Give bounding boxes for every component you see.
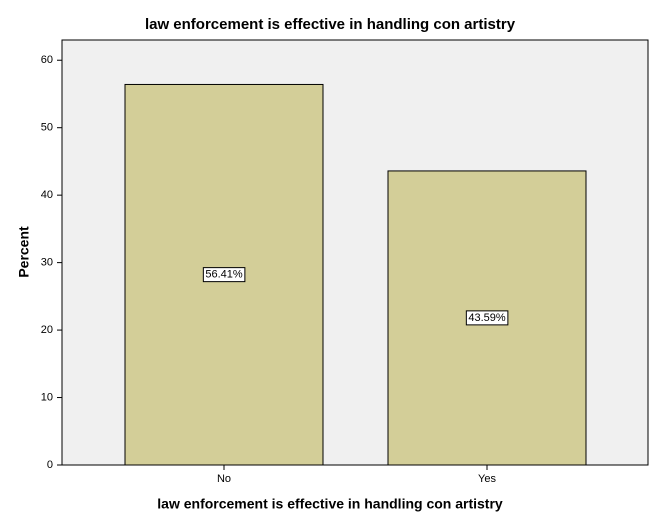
chart-title: law enforcement is effective in handling… (145, 16, 516, 33)
y-tick-label: 50 (41, 122, 53, 134)
y-tick-label: 30 (41, 257, 53, 269)
value-label-box (465, 310, 509, 326)
y-tick-label: 60 (41, 54, 53, 66)
y-axis-label: Percent (16, 226, 32, 278)
x-tick-label: Yes (478, 473, 496, 485)
y-tick-label: 0 (47, 459, 53, 471)
y-tick-label: 40 (41, 189, 53, 201)
bar (387, 170, 587, 466)
value-label: 56.41% (205, 269, 243, 281)
y-tick-label: 20 (41, 324, 53, 336)
value-label: 43.59% (468, 312, 506, 324)
x-tick-label: No (217, 473, 231, 485)
value-label-box (202, 267, 246, 283)
x-axis-label: law enforcement is effective in handling… (157, 496, 503, 512)
y-tick-label: 10 (41, 391, 53, 403)
